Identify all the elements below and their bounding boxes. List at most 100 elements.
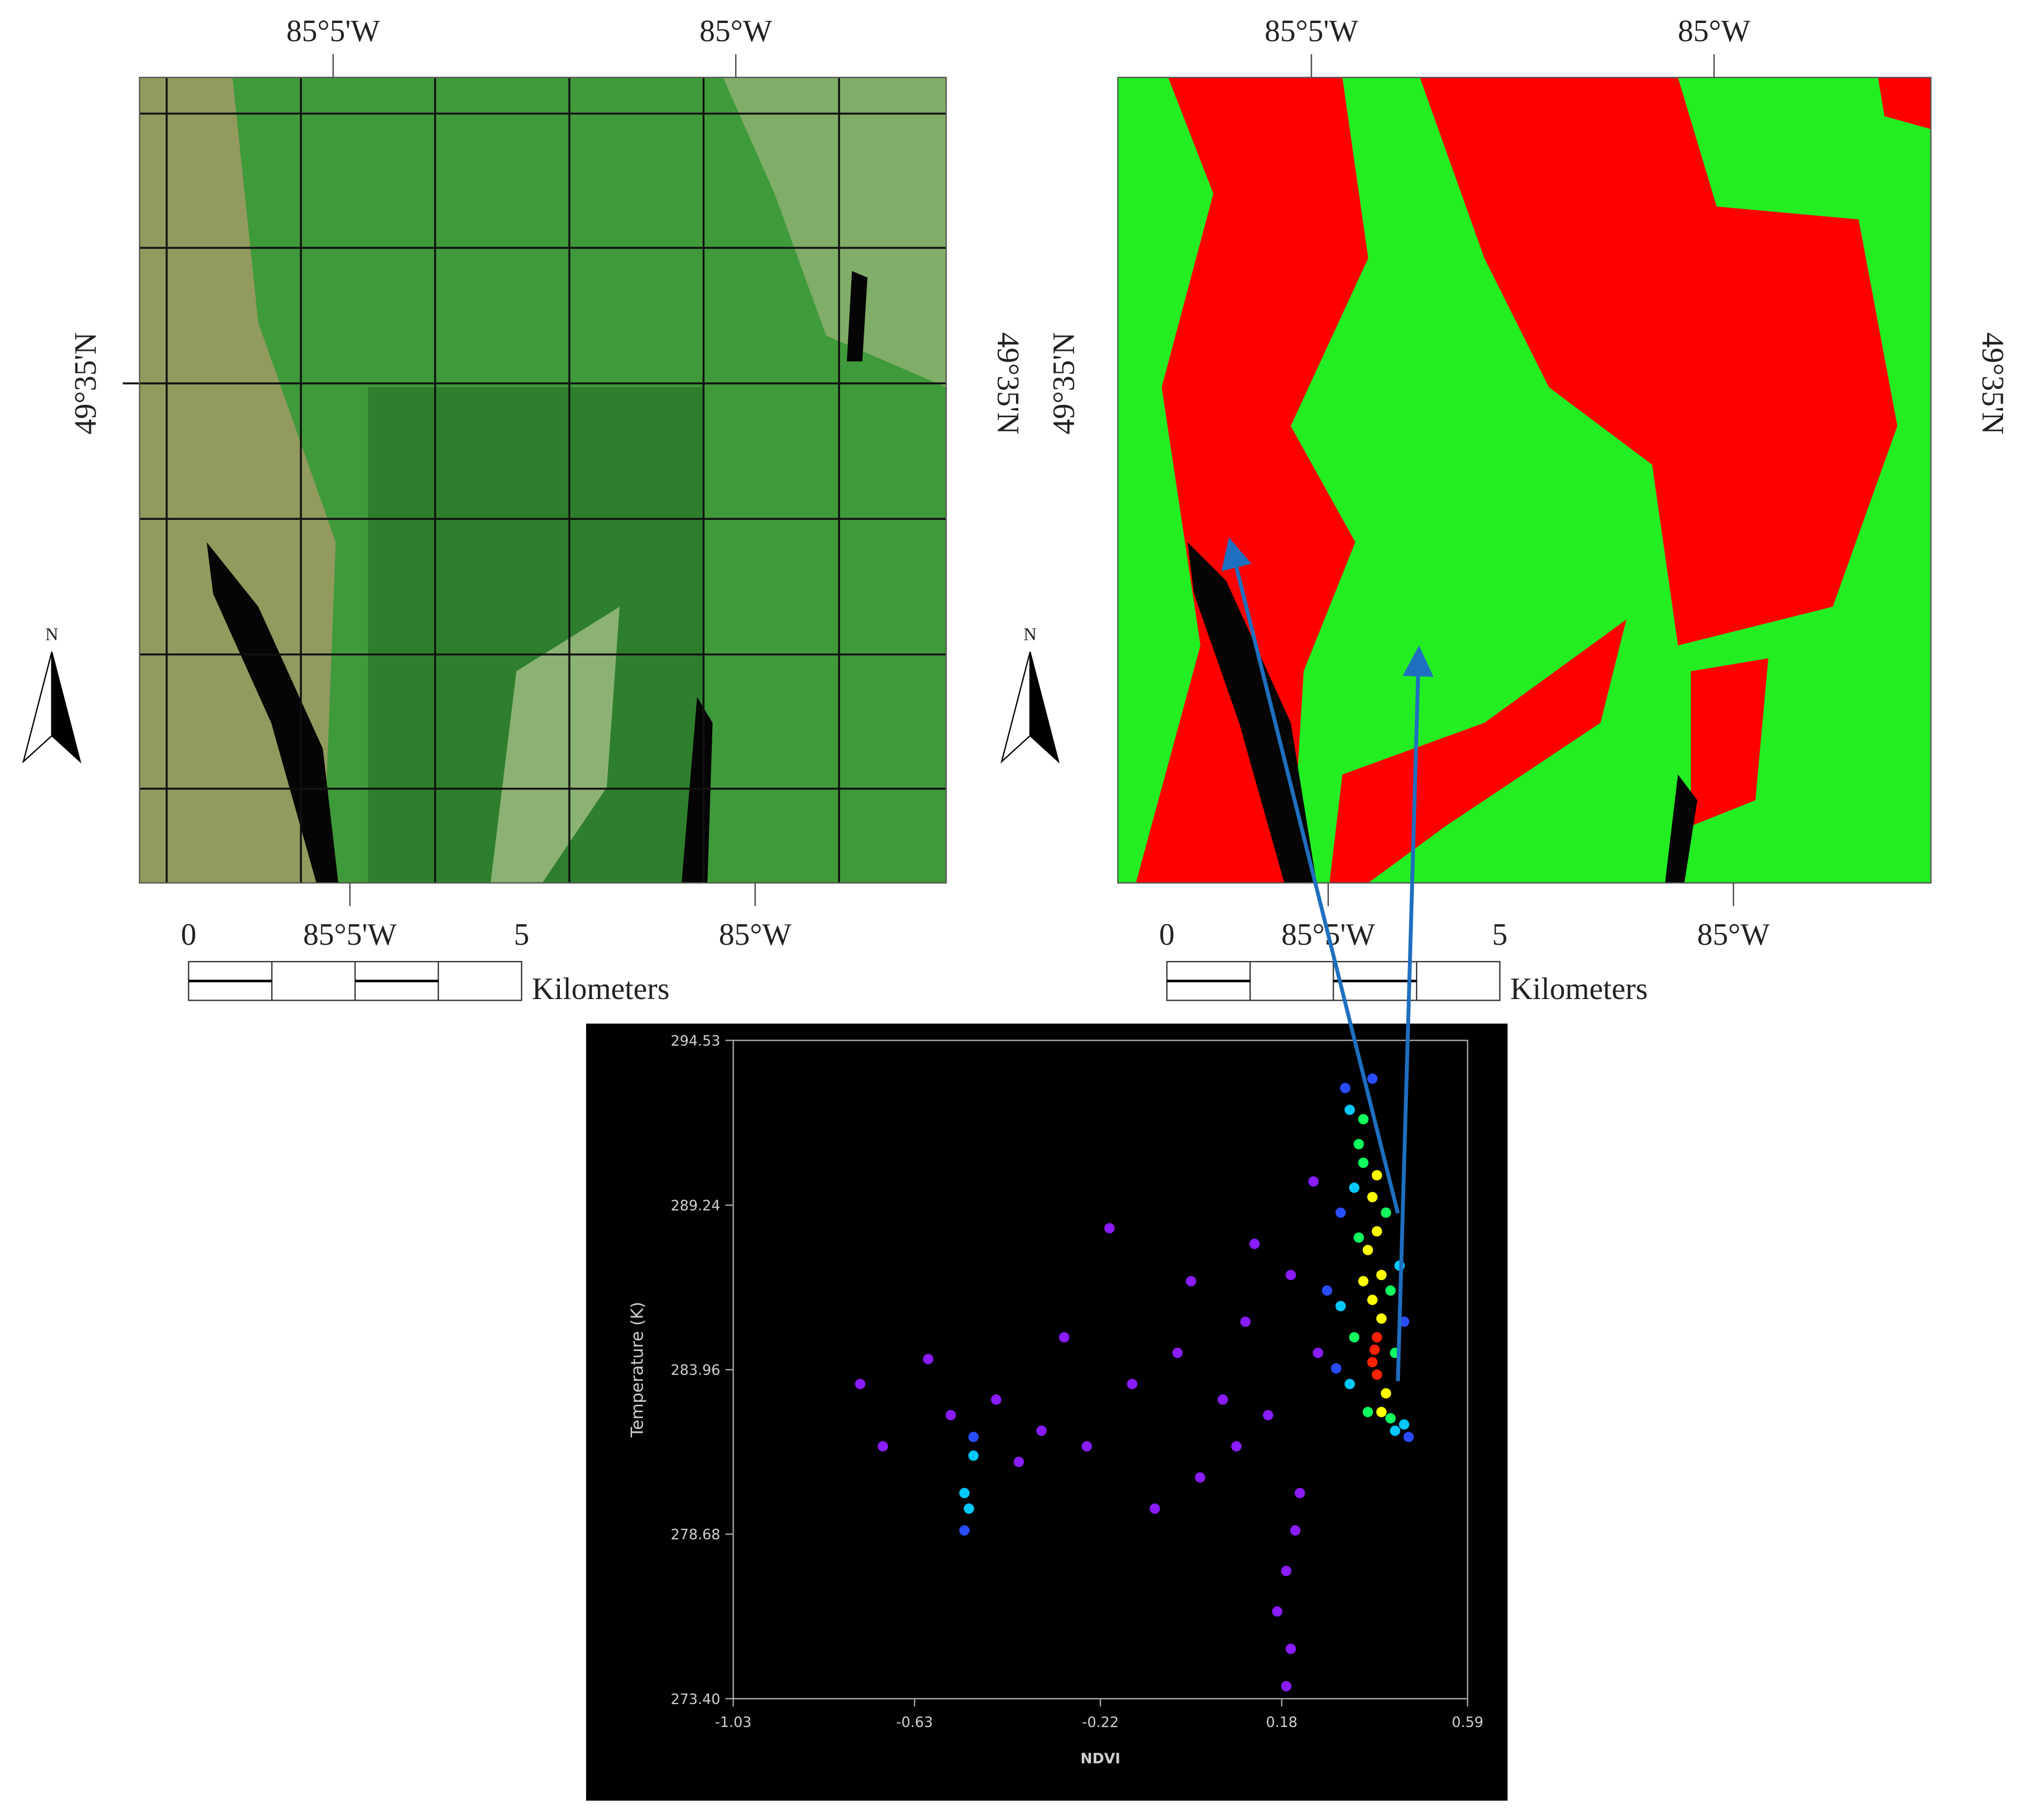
scale-label: 5 <box>1492 917 1507 952</box>
x-axis-label: NDVI <box>1081 1750 1121 1767</box>
point <box>964 1503 974 1514</box>
x-tick-label: 0.18 <box>1266 1714 1297 1731</box>
longitude-label: 85°W <box>1678 13 1751 48</box>
point <box>1335 1301 1346 1311</box>
point <box>1399 1419 1410 1430</box>
point <box>1240 1316 1251 1327</box>
point <box>878 1441 888 1452</box>
point <box>1353 1232 1364 1243</box>
longitude-label: 85°W <box>719 917 791 952</box>
north-arrow <box>1029 651 1060 764</box>
point <box>959 1525 970 1536</box>
point <box>1286 1644 1296 1654</box>
point <box>1376 1313 1387 1324</box>
point <box>1344 1379 1355 1389</box>
point <box>1149 1503 1160 1514</box>
latitude-label: 49°35'N <box>1975 332 2010 434</box>
point <box>1013 1456 1024 1468</box>
x-tick-label: -1.03 <box>715 1714 752 1731</box>
point <box>1381 1388 1391 1399</box>
point <box>1372 1170 1382 1181</box>
point <box>1186 1276 1197 1287</box>
point <box>968 1450 979 1461</box>
scale-label: 0 <box>181 917 196 952</box>
point <box>1403 1432 1414 1442</box>
classified-map <box>1117 76 1932 884</box>
point <box>1127 1379 1137 1389</box>
scale-label: 0 <box>1159 917 1175 952</box>
point <box>1295 1488 1305 1499</box>
arrow <box>1396 645 1434 1381</box>
point <box>1172 1347 1183 1358</box>
point <box>1358 1113 1369 1125</box>
true-color-map <box>122 76 947 884</box>
point <box>1372 1332 1382 1343</box>
point <box>1367 1294 1378 1306</box>
point <box>1376 1270 1387 1280</box>
y-tick-label: 294.53 <box>671 1033 720 1049</box>
point <box>1036 1425 1047 1436</box>
point <box>1195 1472 1205 1483</box>
point <box>959 1488 970 1499</box>
point <box>1390 1425 1400 1436</box>
point <box>991 1394 1002 1405</box>
y-tick-label: 283.96 <box>671 1362 720 1379</box>
north-label: N <box>45 625 58 644</box>
point <box>1381 1207 1391 1218</box>
point <box>923 1354 934 1364</box>
point <box>945 1410 956 1420</box>
point <box>1369 1345 1380 1355</box>
point <box>1059 1332 1069 1343</box>
y-tick-label: 273.40 <box>671 1691 720 1708</box>
point <box>1263 1410 1274 1420</box>
point <box>1372 1226 1382 1237</box>
point <box>1363 1245 1373 1255</box>
point <box>1081 1441 1092 1452</box>
point <box>1372 1369 1382 1380</box>
point <box>1104 1223 1115 1234</box>
point <box>1353 1139 1364 1149</box>
x-tick-label: -0.22 <box>1082 1714 1119 1731</box>
longitude-label: 85°5'W <box>303 917 397 952</box>
point <box>1322 1285 1333 1296</box>
x-tick-label: -0.63 <box>896 1714 933 1731</box>
point <box>1367 1357 1378 1368</box>
point <box>1335 1207 1346 1218</box>
point <box>1281 1681 1292 1692</box>
scale-unit: Kilometers <box>1510 971 1648 1006</box>
y-tick-label: 289.24 <box>671 1197 720 1214</box>
point <box>855 1379 866 1389</box>
point <box>1231 1441 1242 1452</box>
north-label: N <box>1023 625 1036 644</box>
latitude-label: 49°35'N <box>1046 332 1081 434</box>
point <box>1340 1082 1351 1094</box>
point <box>1308 1176 1319 1187</box>
longitude-label: 85°W <box>699 13 772 48</box>
point <box>1290 1525 1300 1536</box>
point <box>968 1432 979 1442</box>
point <box>1367 1073 1378 1084</box>
point <box>1363 1407 1373 1417</box>
arrow <box>1221 537 1400 1214</box>
point <box>1376 1407 1387 1417</box>
point <box>1330 1363 1342 1374</box>
scale-unit: Kilometers <box>532 971 669 1006</box>
x-tick-label: 0.59 <box>1452 1714 1483 1731</box>
point <box>1385 1285 1396 1296</box>
longitude-label: 85°5'W <box>286 13 380 48</box>
longitude-label: 85°W <box>1697 917 1770 952</box>
point <box>1286 1270 1296 1280</box>
plot-background <box>586 1023 1508 1801</box>
latitude-label: 49°35'N <box>991 332 1026 434</box>
point <box>1218 1394 1228 1405</box>
point <box>1281 1565 1292 1576</box>
point <box>1367 1192 1378 1202</box>
north-arrow <box>1001 651 1031 764</box>
point <box>1344 1104 1355 1115</box>
y-axis-label: Temperature (K) <box>628 1302 647 1438</box>
point <box>1358 1276 1369 1287</box>
point <box>1349 1332 1360 1343</box>
scale-label: 5 <box>514 917 529 952</box>
